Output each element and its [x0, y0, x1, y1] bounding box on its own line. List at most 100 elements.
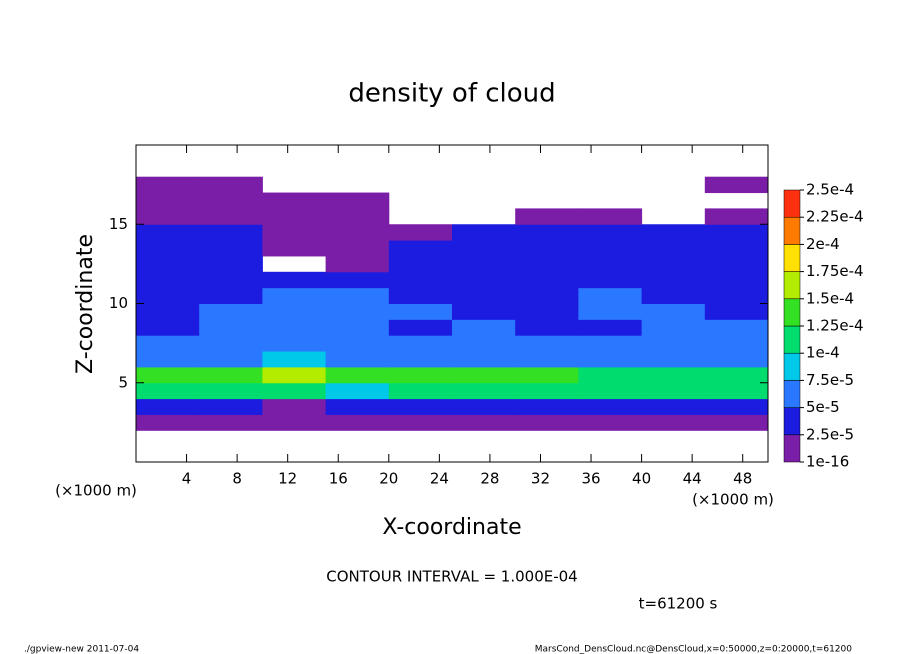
heat-cell [641, 398, 706, 415]
heat-cell [704, 319, 769, 336]
colorbar-label: 1.25e-4 [806, 317, 864, 335]
heat-cell [515, 382, 579, 400]
heat-cell [641, 240, 706, 257]
x-tick-label: 40 [632, 470, 651, 488]
x-tick-label: 20 [379, 470, 398, 488]
heat-cell [515, 271, 579, 289]
heat-cell [136, 366, 200, 384]
heat-cell [388, 240, 453, 257]
heat-cell [262, 224, 327, 241]
annotation: (×1000 m) [55, 482, 137, 500]
heat-cell [452, 224, 516, 241]
heat-cell [641, 224, 706, 241]
heat-cell [578, 240, 643, 257]
heat-cell [136, 319, 200, 336]
heat-cell [262, 398, 327, 415]
heat-cell [515, 255, 579, 273]
annotation: ./gpview-new 2011-07-04 [24, 645, 139, 654]
heat-cell [452, 255, 516, 273]
heat-cell [704, 303, 769, 320]
colorbar-swatch [783, 380, 801, 408]
heat-cell [136, 192, 200, 209]
heat-cell [388, 287, 453, 304]
heat-cell [641, 271, 706, 289]
heat-cell [136, 271, 200, 289]
heat-cell [325, 303, 390, 320]
heat-cell [578, 303, 643, 320]
heat-cell [452, 382, 516, 400]
heat-cell [515, 208, 579, 225]
heat-cell [262, 208, 327, 225]
heat-cell [136, 176, 200, 194]
y-tick-label: 10 [109, 294, 128, 312]
heat-cell [199, 224, 263, 241]
heat-cell [704, 240, 769, 257]
heat-cell [704, 414, 769, 431]
heat-cell [199, 351, 263, 368]
heat-cell [325, 382, 390, 400]
heat-cell [388, 271, 453, 289]
heat-cell [704, 271, 769, 289]
colorbar-label: 1e-4 [806, 344, 840, 362]
heat-cell [452, 366, 516, 384]
heat-cell [578, 224, 643, 241]
heat-cell [704, 208, 769, 225]
annotation: CONTOUR INTERVAL = 1.000E-04 [326, 568, 577, 586]
colorbar-swatch [783, 434, 801, 463]
y-tick-label: 5 [118, 373, 128, 391]
heat-cell [388, 366, 453, 384]
heat-cell [136, 224, 200, 241]
heat-cell [641, 335, 706, 352]
heat-cell [325, 240, 390, 257]
x-tick-label: 8 [232, 470, 242, 488]
heat-cell [325, 414, 390, 431]
heat-cell [452, 351, 516, 368]
heat-cell [136, 351, 200, 368]
heat-cell [262, 240, 327, 257]
heat-cell [578, 335, 643, 352]
colorbar-swatch [783, 298, 801, 327]
x-tick-label: 48 [733, 470, 752, 488]
heat-cell [262, 335, 327, 352]
heat-cell [199, 382, 263, 400]
heat-cell [136, 382, 200, 400]
heat-cell [262, 351, 327, 368]
x-tick-label: 44 [683, 470, 702, 488]
annotation: MarsCond_DensCloud.nc@DensCloud,x=0:5000… [535, 645, 852, 654]
heat-cell [452, 271, 516, 289]
heat-cell [199, 319, 263, 336]
heat-cell [199, 255, 263, 273]
heat-cell [325, 366, 390, 384]
colorbar-swatch [783, 407, 801, 436]
colorbar-swatch [783, 244, 801, 272]
heat-cell [262, 287, 327, 304]
heat-cell [199, 271, 263, 289]
colorbar-label: 5e-5 [806, 398, 840, 416]
heat-cell [388, 224, 453, 241]
heat-cell [515, 351, 579, 368]
heat-cell [388, 303, 453, 320]
heat-cell [704, 366, 769, 384]
heat-cell [325, 351, 390, 368]
annotation: t=61200 s [639, 595, 718, 613]
colorbar-label: 1e-16 [806, 453, 849, 471]
colorbar-label: 1.5e-4 [806, 289, 854, 307]
heat-cell [199, 398, 263, 415]
heat-cell [262, 192, 327, 209]
heat-cell [325, 319, 390, 336]
heat-cell [136, 287, 200, 304]
x-tick-label: 32 [531, 470, 550, 488]
colorbar-label: 1.75e-4 [806, 262, 864, 280]
x-tick-label: 16 [329, 470, 348, 488]
heat-cell [325, 255, 390, 273]
heat-cell [262, 271, 327, 289]
heat-cell [452, 287, 516, 304]
heat-cell [515, 303, 579, 320]
heat-cell [262, 303, 327, 320]
heat-cell [452, 398, 516, 415]
heat-cell [704, 255, 769, 273]
heat-cell [325, 287, 390, 304]
heat-cell [515, 287, 579, 304]
x-tick-label: 28 [480, 470, 499, 488]
